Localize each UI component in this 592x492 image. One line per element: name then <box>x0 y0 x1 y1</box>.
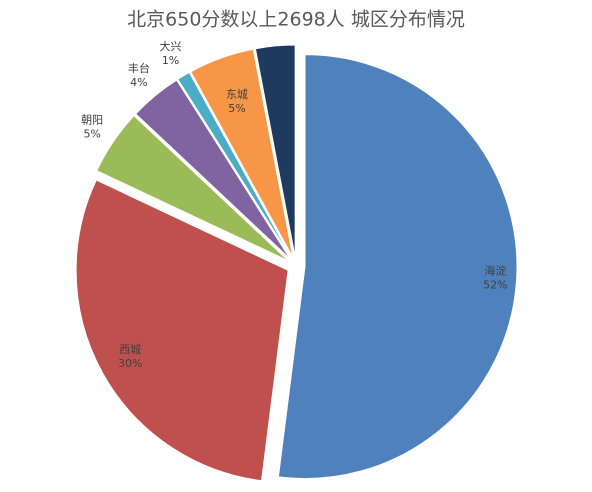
slice-label: 西城 <box>119 343 141 356</box>
slice-label: 东城 <box>226 88 248 101</box>
slice-value-label: 5% <box>228 102 245 115</box>
slice-label: 海淀 <box>484 264 506 278</box>
slice-value-label: 30% <box>118 357 142 370</box>
pie-slice <box>177 71 292 259</box>
slice-label: 丰台 <box>128 61 150 75</box>
pie-slice <box>96 115 289 262</box>
pie-slice <box>75 179 289 482</box>
slice-value-label: 4% <box>130 76 147 89</box>
slice-value-label: 1% <box>162 54 179 67</box>
slice-label: 大兴 <box>160 39 182 53</box>
pie-slice <box>254 44 296 258</box>
pie-slice <box>135 79 291 260</box>
pie-slice <box>277 54 518 480</box>
slice-value-label: 5% <box>83 127 100 140</box>
pie-slice <box>190 48 294 258</box>
chart-title: 北京650分数以上2698人 城区分布情况 <box>127 9 465 31</box>
slice-value-label: 52% <box>483 279 507 292</box>
slice-label: 朝阳 <box>81 113 103 126</box>
